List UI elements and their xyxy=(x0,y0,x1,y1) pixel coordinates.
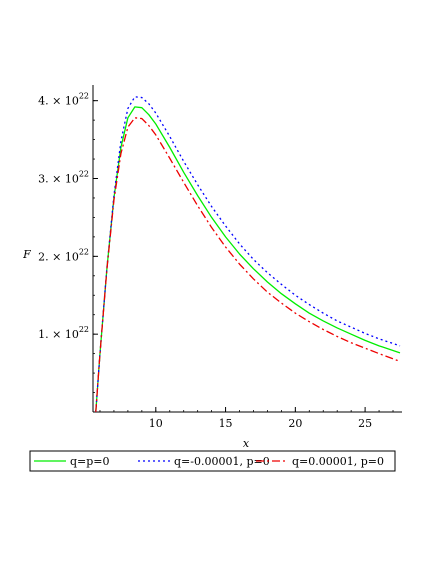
y-tick-base: 1. × 10 xyxy=(38,328,79,341)
y-tick-base: 4. × 10 xyxy=(38,95,79,108)
y-tick-label: 1. × 1022 xyxy=(38,325,89,341)
y-tick-label: 4. × 1022 xyxy=(38,92,89,108)
x-axis-title: x xyxy=(243,437,250,450)
x-tick-label: 20 xyxy=(288,417,302,430)
legend-label-0: q=p=0 xyxy=(70,455,110,468)
legend-label-2: q=0.00001, p=0 xyxy=(292,455,384,468)
y-tick-exponent: 22 xyxy=(79,170,89,179)
x-tick-label: 15 xyxy=(219,417,233,430)
y-tick-exponent: 22 xyxy=(79,247,89,256)
plot-series xyxy=(95,96,401,413)
y-tick-label: 3. × 1022 xyxy=(38,170,89,186)
series-line-0 xyxy=(95,106,401,413)
y-tick-exponent: 22 xyxy=(79,325,89,334)
series-line-1 xyxy=(95,96,401,413)
y-tick-exponent: 22 xyxy=(79,92,89,101)
legend: q=p=0 q=-0.00001, p=0 q=0.00001, p=0 xyxy=(29,450,396,472)
y-tick-label: 2. × 1022 xyxy=(38,247,89,263)
y-axis-title: F xyxy=(22,248,31,261)
x-tick-label: 25 xyxy=(358,417,372,430)
legend-label-1: q=-0.00001, p=0 xyxy=(174,455,270,468)
y-tick-base: 2. × 10 xyxy=(38,250,79,263)
y-tick-base: 3. × 10 xyxy=(38,173,79,186)
x-tick-label: 10 xyxy=(149,417,163,430)
series-line-2 xyxy=(95,117,401,413)
legend-box xyxy=(29,450,396,472)
